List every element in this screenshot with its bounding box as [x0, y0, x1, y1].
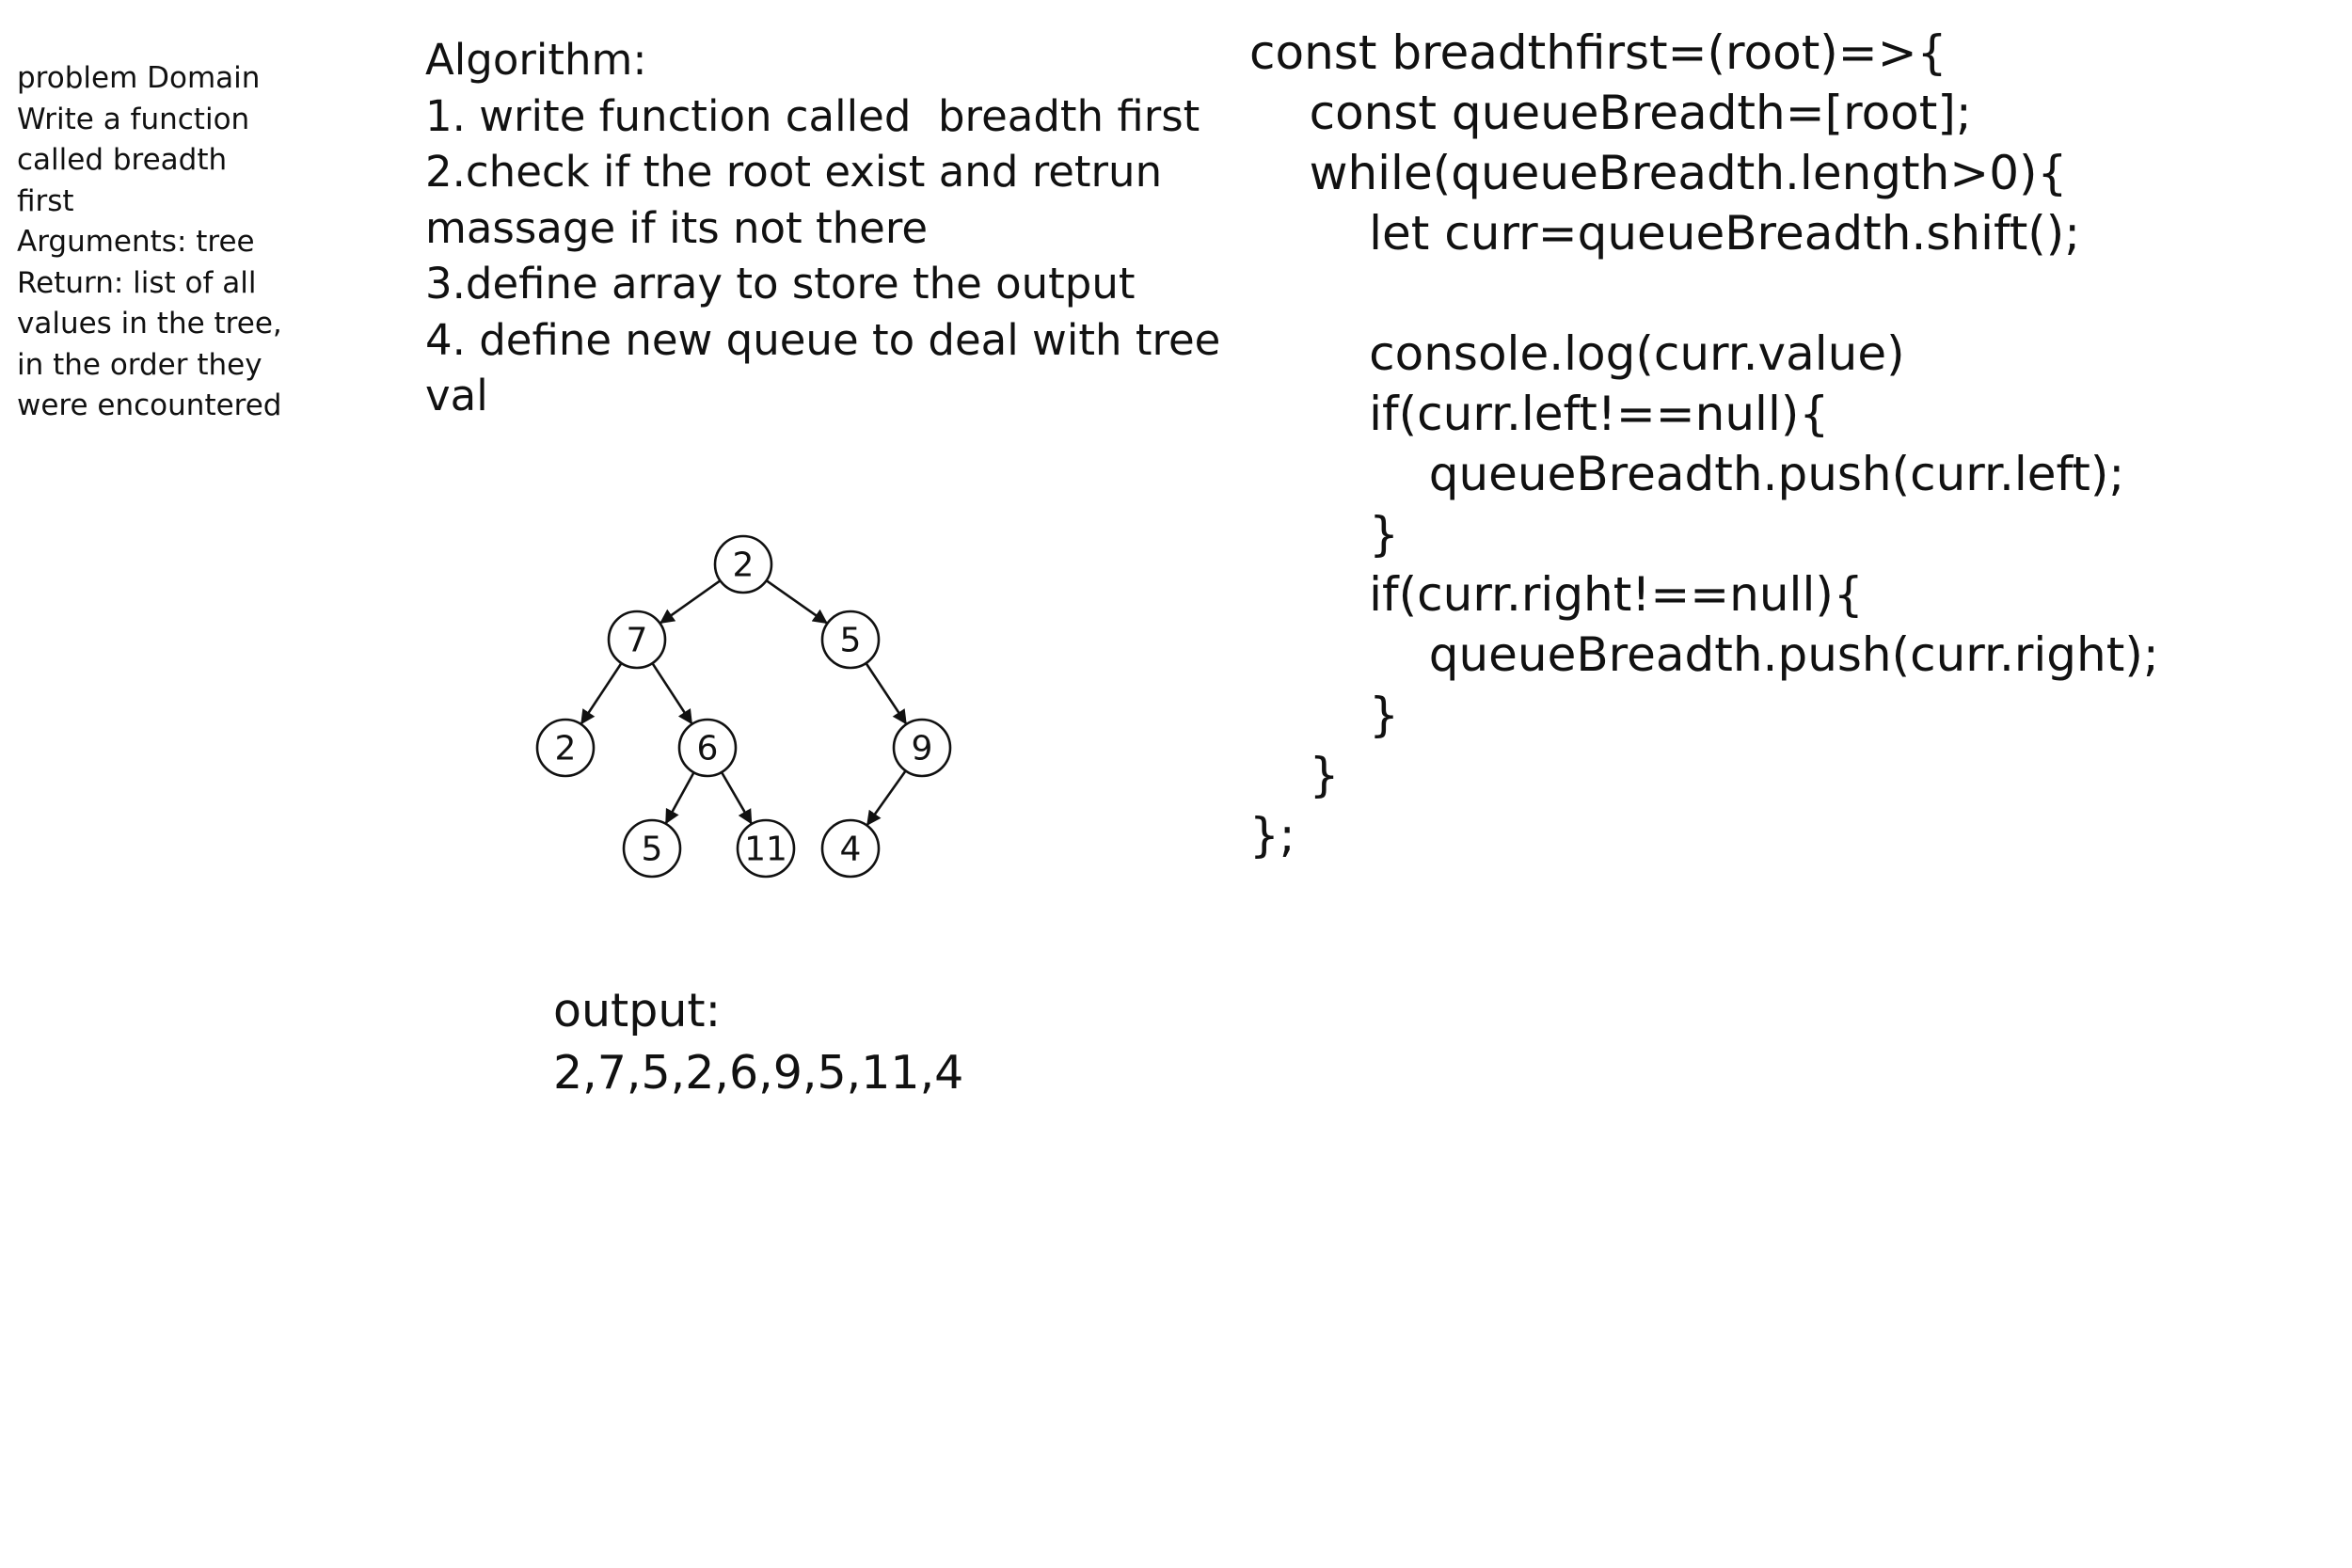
- tree-nodes: 2 7 5 2 6 9 5 11 4: [535, 534, 952, 879]
- binary-tree-diagram: 2 7 5 2 6 9 5 11 4: [535, 534, 952, 879]
- tree-node-circle: [622, 818, 682, 879]
- code-line: console.log(curr.value): [1249, 326, 1905, 381]
- problem-domain-line: problem Domain: [17, 61, 261, 95]
- tree-edge: [765, 579, 828, 625]
- output-value: 2,7,5,2,6,9,5,11,4: [553, 1046, 964, 1100]
- tree-node-circle: [713, 534, 773, 594]
- tree-node-circle: [677, 718, 738, 778]
- tree-node-label: 7: [627, 622, 648, 660]
- tree-node-label: 4: [840, 831, 862, 869]
- tree-node-circle: [607, 610, 667, 670]
- code-line: if(curr.right!==null){: [1249, 567, 1864, 622]
- tree-node: 7: [607, 610, 667, 670]
- code-line: if(curr.left!==null){: [1249, 387, 1830, 441]
- code-line: }: [1249, 748, 1340, 802]
- tree-node: 11: [736, 818, 796, 879]
- problem-domain-line: first: [17, 183, 74, 218]
- problem-domain-line: in the order they: [17, 347, 262, 382]
- problem-domain-line: called breadth: [17, 143, 228, 177]
- problem-domain-line: Write a function: [17, 102, 250, 136]
- tree-node-label: 6: [697, 730, 719, 768]
- tree-edge: [651, 662, 693, 725]
- tree-edge: [866, 769, 907, 826]
- tree-node: 2: [713, 534, 773, 594]
- tree-node-circle: [820, 610, 881, 670]
- tree-edge: [865, 662, 907, 725]
- code-line: const breadthfirst=(root)=>{: [1249, 25, 1947, 80]
- tree-edge: [664, 771, 695, 825]
- problem-domain-section: problem Domain Write a function called b…: [17, 58, 318, 427]
- problem-domain-line: were encountered: [17, 388, 282, 422]
- algorithm-step: 1. write function called breadth first: [425, 90, 1200, 141]
- code-line: [1249, 263, 2331, 324]
- tree-node-label: 11: [744, 831, 787, 869]
- tree-node: 4: [820, 818, 881, 879]
- code-line: let curr=queueBreadth.shift();: [1249, 206, 2081, 261]
- algorithm-step: massage if its not there: [425, 202, 929, 253]
- tree-node-label: 9: [912, 730, 933, 768]
- tree-node-circle: [892, 718, 952, 778]
- tree-edges: [580, 579, 907, 826]
- tree-node: 5: [820, 610, 881, 670]
- output-section: output: 2,7,5,2,6,9,5,11,4: [553, 980, 1118, 1104]
- code-line: }: [1249, 507, 1399, 562]
- algorithm-step: 2.check if the root exist and retrun: [425, 147, 1163, 197]
- tree-node-label: 2: [555, 730, 577, 768]
- tree-node: 5: [622, 818, 682, 879]
- code-line: }: [1249, 688, 1399, 742]
- problem-domain-line: Arguments: tree: [17, 225, 255, 259]
- code-block: const breadthfirst=(root)=>{ const queue…: [1249, 23, 2331, 865]
- tree-node-circle: [820, 818, 881, 879]
- code-line: };: [1249, 808, 1295, 863]
- code-line: queueBreadth.push(curr.right);: [1249, 627, 2159, 682]
- algorithm-heading: Algorithm:: [425, 35, 647, 85]
- tree-node-circle: [736, 818, 796, 879]
- output-label: output:: [553, 984, 722, 1037]
- tree-node-label: 5: [642, 831, 663, 869]
- tree-node-label: 2: [733, 546, 755, 585]
- problem-domain-line: Return: list of all: [17, 265, 257, 300]
- algorithm-step: 4. define new queue to deal with tree: [425, 314, 1221, 365]
- problem-domain-line: values in the tree,: [17, 307, 282, 341]
- tree-node: 6: [677, 718, 738, 778]
- tree-edge: [580, 662, 623, 725]
- tree-node: 2: [535, 718, 596, 778]
- algorithm-step: val: [425, 371, 488, 420]
- algorithm-step: 3.define array to store the output: [425, 259, 1136, 309]
- tree-edge: [720, 771, 753, 825]
- tree-node-circle: [535, 718, 596, 778]
- code-line: queueBreadth.push(curr.left);: [1249, 447, 2125, 501]
- tree-node: 9: [892, 718, 952, 778]
- code-line: while(queueBreadth.length>0){: [1249, 146, 2068, 200]
- tree-node-label: 5: [840, 622, 862, 660]
- code-line: const queueBreadth=[root];: [1249, 86, 1972, 140]
- algorithm-section: Algorithm: 1. write function called brea…: [425, 32, 1221, 424]
- tree-edge: [660, 579, 722, 625]
